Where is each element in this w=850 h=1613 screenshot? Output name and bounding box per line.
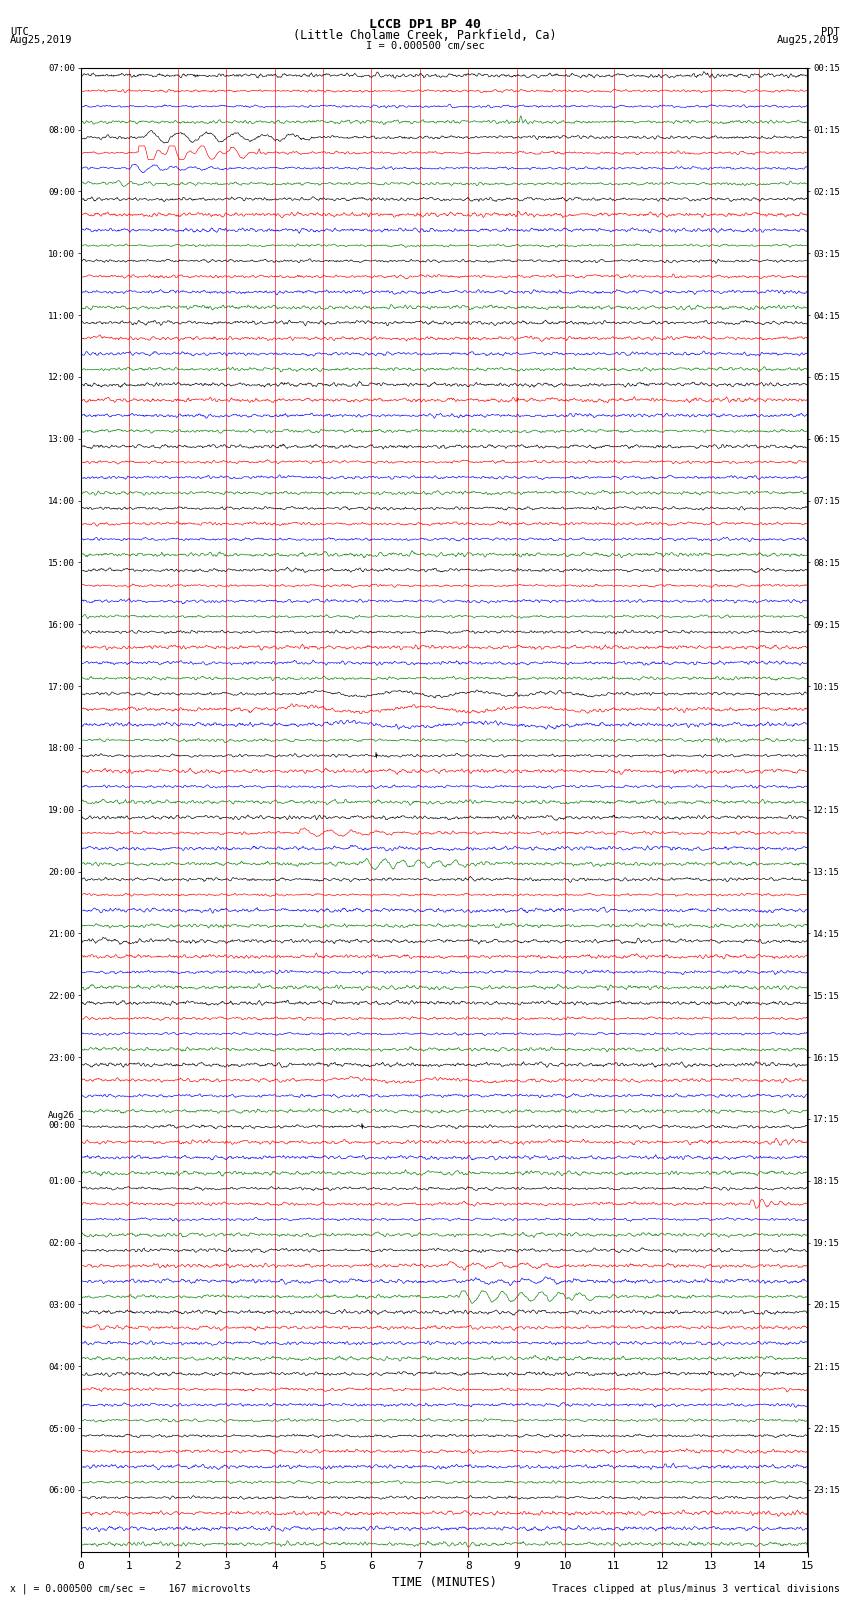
- Text: I = 0.000500 cm/sec: I = 0.000500 cm/sec: [366, 40, 484, 50]
- Text: PDT: PDT: [821, 27, 840, 37]
- Text: Aug25,2019: Aug25,2019: [777, 35, 840, 45]
- Text: (Little Cholame Creek, Parkfield, Ca): (Little Cholame Creek, Parkfield, Ca): [293, 29, 557, 42]
- Text: Traces clipped at plus/minus 3 vertical divisions: Traces clipped at plus/minus 3 vertical …: [552, 1584, 840, 1594]
- Text: UTC: UTC: [10, 27, 29, 37]
- Text: Aug25,2019: Aug25,2019: [10, 35, 73, 45]
- X-axis label: TIME (MINUTES): TIME (MINUTES): [392, 1576, 496, 1589]
- Text: x | = 0.000500 cm/sec =    167 microvolts: x | = 0.000500 cm/sec = 167 microvolts: [10, 1582, 251, 1594]
- Text: LCCB DP1 BP 40: LCCB DP1 BP 40: [369, 18, 481, 31]
